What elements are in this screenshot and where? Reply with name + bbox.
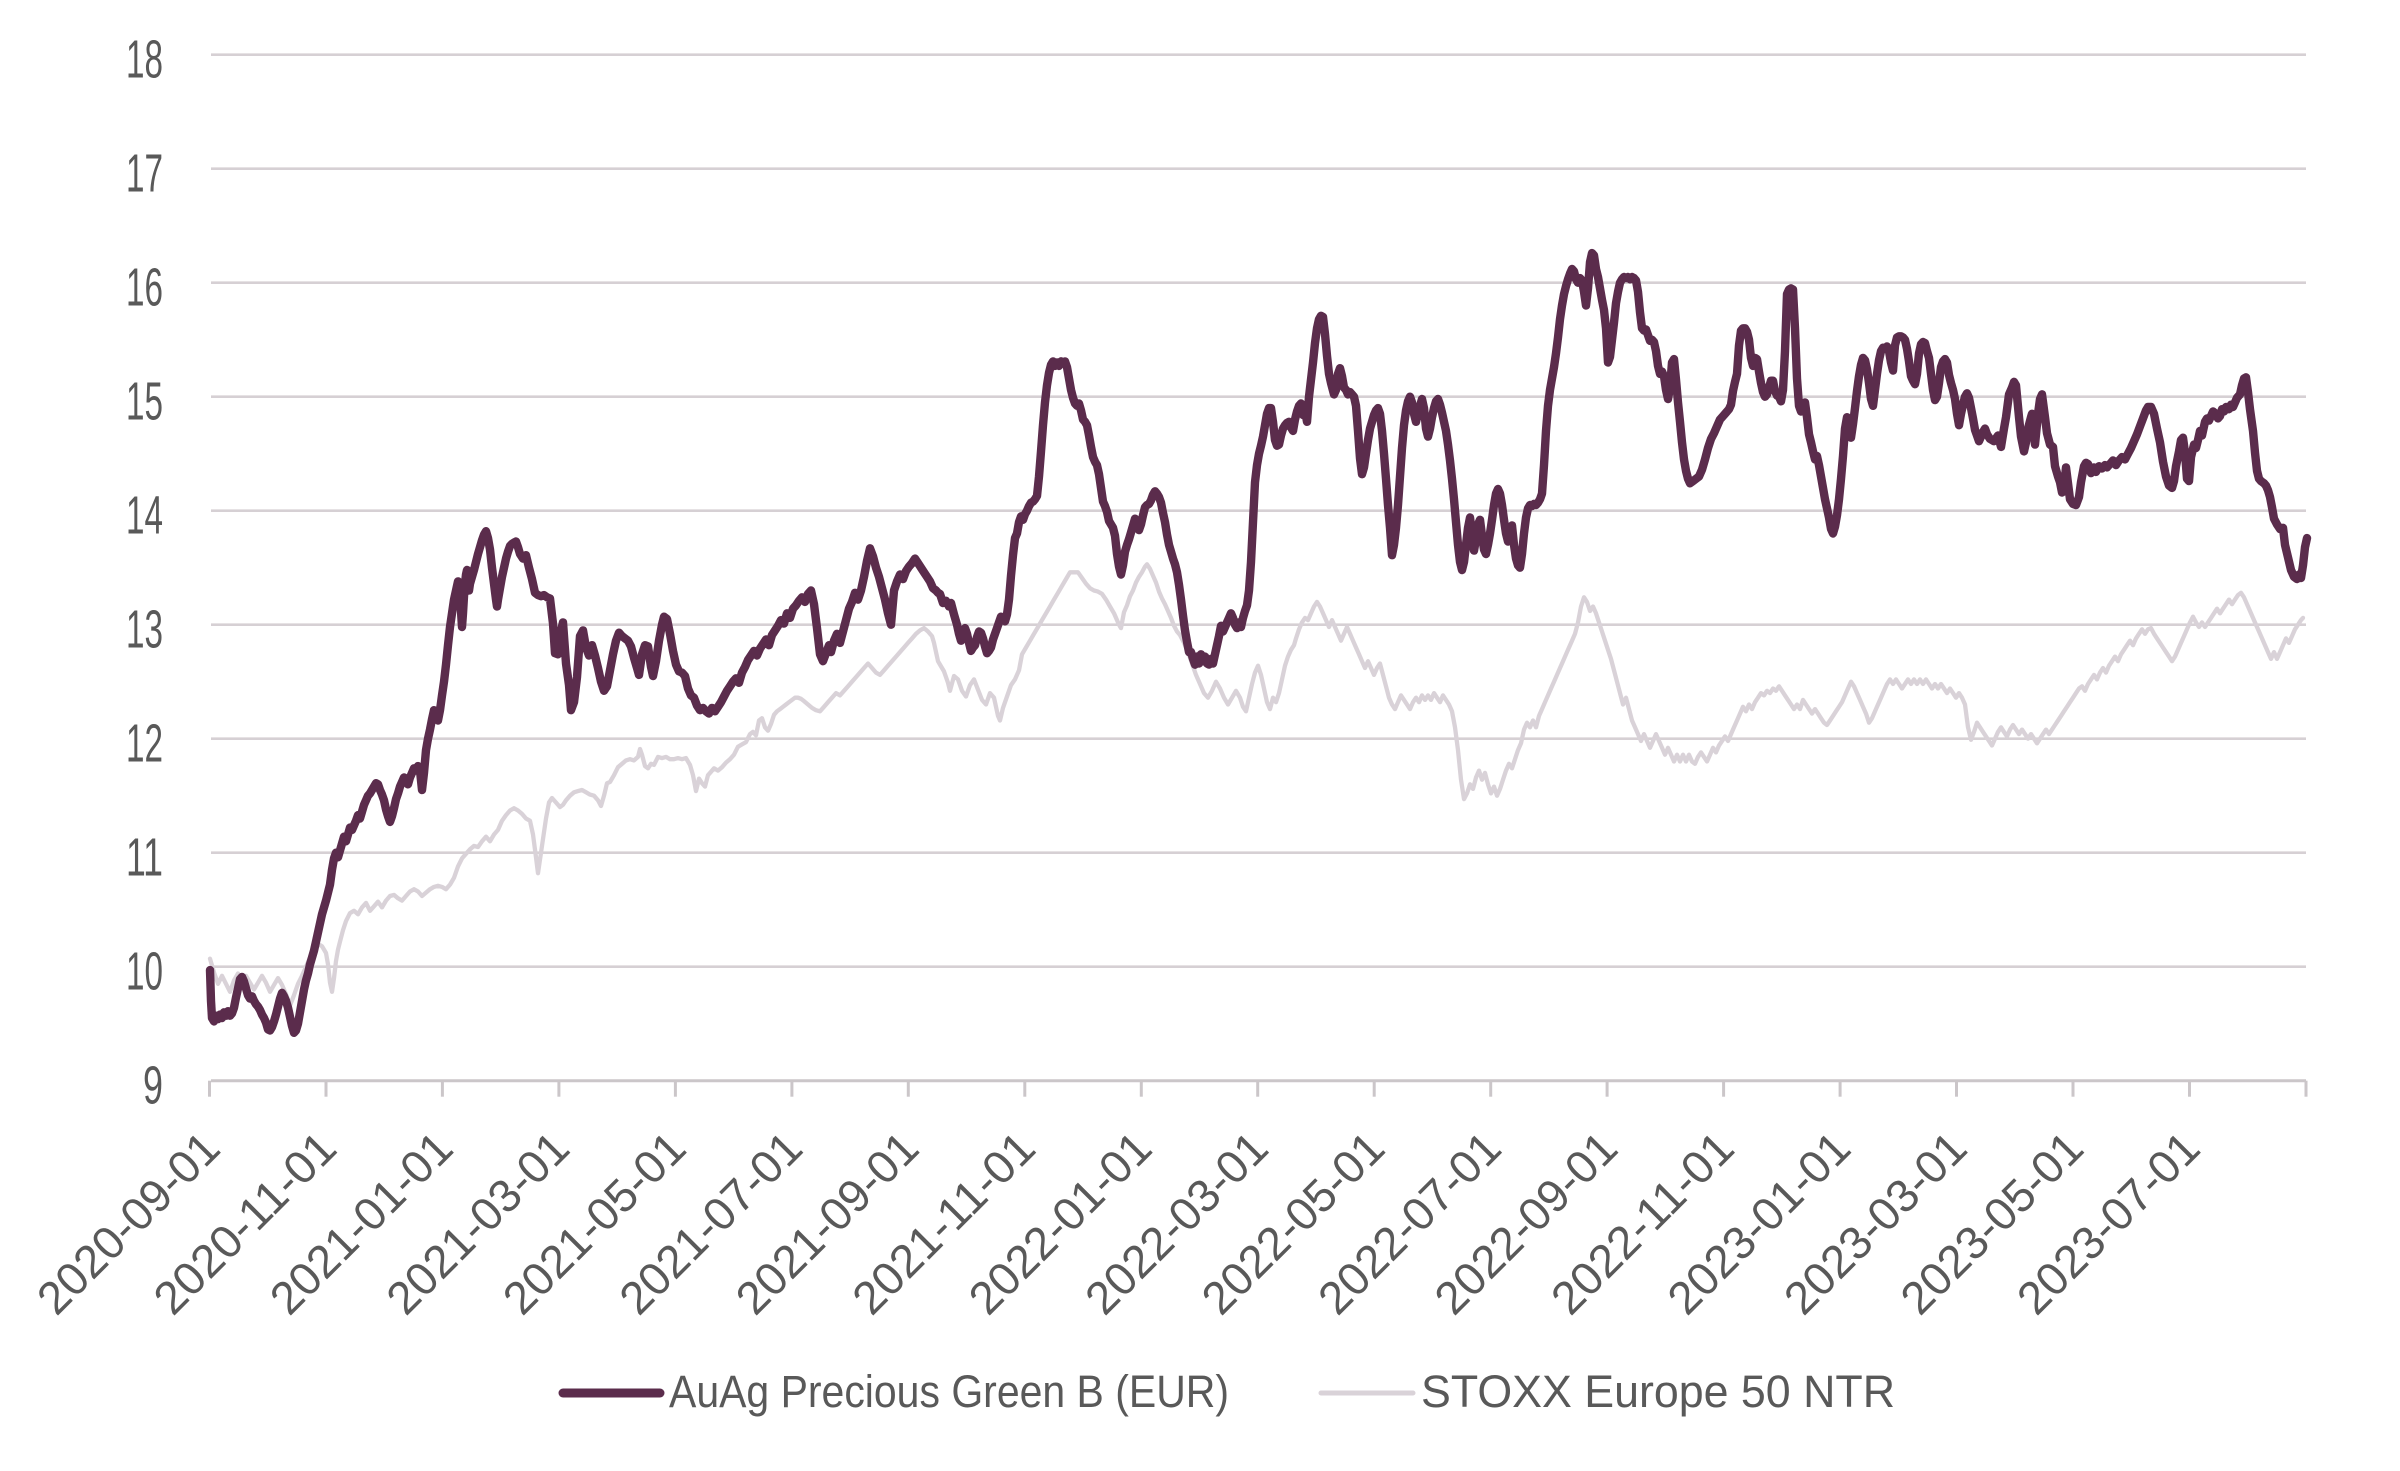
svg-text:17: 17 <box>126 144 163 204</box>
svg-text:11: 11 <box>126 828 163 888</box>
svg-text:AuAg Precious Green B (EUR): AuAg Precious Green B (EUR) <box>669 1366 1229 1417</box>
svg-text:STOXX Europe 50 NTR: STOXX Europe 50 NTR <box>1421 1366 1895 1417</box>
svg-text:13: 13 <box>126 600 163 660</box>
svg-text:9: 9 <box>143 1056 163 1116</box>
svg-text:15: 15 <box>126 372 163 432</box>
svg-text:12: 12 <box>126 714 163 774</box>
svg-text:16: 16 <box>126 258 163 318</box>
svg-text:10: 10 <box>126 942 163 1002</box>
svg-text:18: 18 <box>126 30 163 90</box>
svg-text:14: 14 <box>126 486 163 546</box>
